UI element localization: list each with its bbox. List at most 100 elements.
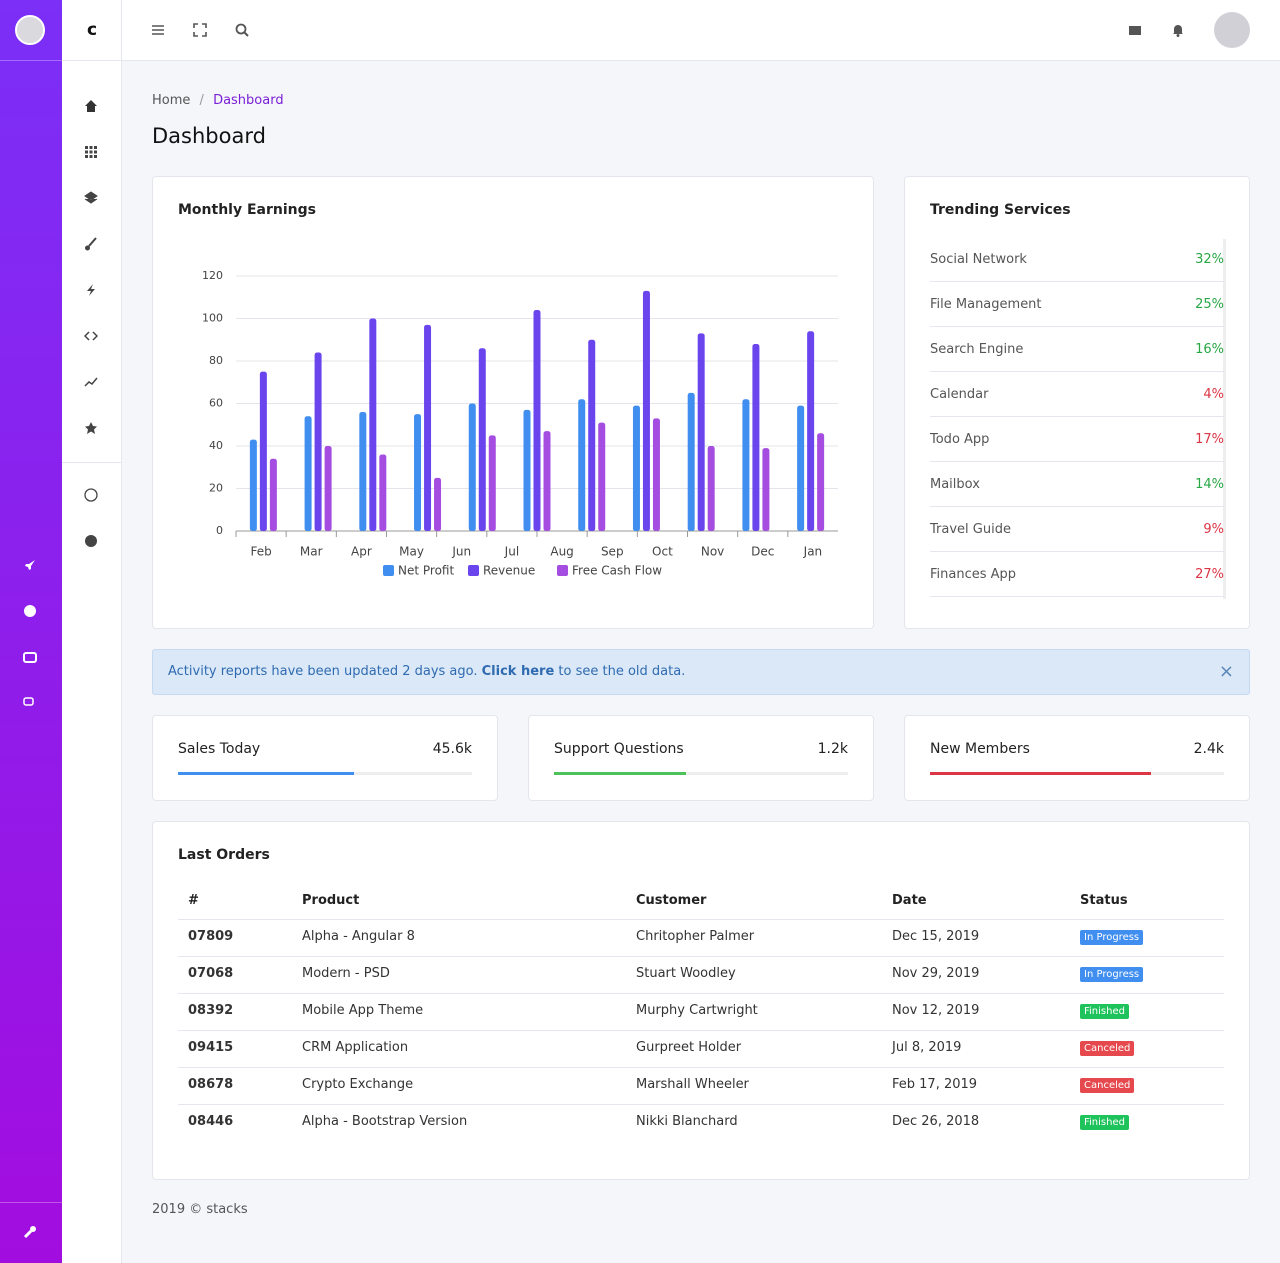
- legend-label: Free Cash Flow: [572, 564, 662, 578]
- x-tick-label: Aug: [550, 545, 573, 559]
- code-icon[interactable]: [84, 329, 98, 343]
- footer: 2019 © stacks: [152, 1202, 248, 1217]
- order-cell: Marshall Wheeler: [636, 1077, 749, 1092]
- service-value: 16%: [1195, 342, 1224, 357]
- chat-icon[interactable]: [23, 696, 37, 710]
- row-divider: [178, 956, 1224, 957]
- service-name: File Management: [930, 297, 1042, 312]
- inbox-icon[interactable]: [23, 650, 37, 664]
- order-cell: Modern - PSD: [302, 966, 390, 981]
- service-row: Travel Guide 9%: [930, 507, 1224, 552]
- layers-icon[interactable]: [84, 191, 98, 205]
- mail-icon[interactable]: [1128, 23, 1142, 37]
- stat-title: Support Questions: [554, 741, 684, 757]
- progress-track: [554, 772, 848, 775]
- order-id: 07068: [188, 966, 234, 981]
- brush-icon[interactable]: [84, 237, 98, 251]
- order-cell: Crypto Exchange: [302, 1077, 414, 1092]
- row-divider: [178, 919, 1224, 920]
- service-name: Finances App: [930, 567, 1017, 582]
- stat-value: 2.4k: [1193, 741, 1224, 757]
- stat-card: Sales Today 45.6k: [152, 715, 498, 801]
- y-tick-label: 60: [209, 397, 223, 410]
- x-tick-label: May: [399, 545, 424, 559]
- bar: [324, 446, 332, 531]
- bar: [259, 371, 267, 531]
- star-icon[interactable]: [84, 421, 98, 435]
- column-header: Date: [892, 893, 927, 908]
- breadcrumb-link[interactable]: Home: [152, 93, 191, 108]
- alert-link[interactable]: Click here: [481, 664, 555, 679]
- bar: [752, 344, 760, 531]
- progress-bar: [178, 772, 355, 775]
- avatar[interactable]: [15, 15, 45, 45]
- service-row: Finances App 27%: [930, 552, 1224, 597]
- y-tick-label: 0: [216, 524, 223, 537]
- x-tick-label: Sep: [601, 545, 624, 559]
- order-id: 07809: [188, 929, 234, 944]
- x-tick-label: Nov: [701, 545, 724, 559]
- order-cell: Nov 12, 2019: [892, 1003, 980, 1018]
- bar: [359, 412, 367, 531]
- apps-icon[interactable]: [84, 145, 98, 159]
- chart: Monthly Earnings 0 20 40 60 80 100 120 Feb Mar Ap…: [178, 202, 838, 578]
- menu-icon[interactable]: [151, 23, 165, 37]
- rocket-icon[interactable]: [23, 558, 37, 572]
- divider: [0, 60, 62, 61]
- logo[interactable]: c: [62, 0, 122, 61]
- row-divider: [178, 1030, 1224, 1031]
- orders-card: Last Orders # Product Customer Date Status 07…: [152, 821, 1250, 1180]
- scrollbar: [1223, 239, 1226, 599]
- x-tick-label: Oct: [652, 545, 673, 559]
- help-icon[interactable]: [84, 488, 98, 502]
- service-value: 14%: [1195, 477, 1224, 492]
- bar: [369, 318, 377, 531]
- bar: [478, 348, 486, 531]
- y-tick-label: 120: [202, 269, 223, 282]
- order-cell: Nikki Blanchard: [636, 1114, 738, 1129]
- x-tick-label: Jun: [451, 545, 471, 559]
- bar: [807, 331, 815, 531]
- chart-card: Monthly Earnings 0 20 40 60 80 100 120 Feb Mar Ap…: [152, 176, 874, 629]
- bar: [642, 290, 650, 531]
- fullscreen-icon[interactable]: [193, 23, 207, 37]
- globe-icon[interactable]: [84, 534, 98, 548]
- chart-icon[interactable]: [84, 375, 98, 389]
- bell-icon[interactable]: [1171, 23, 1185, 37]
- bar: [314, 352, 322, 531]
- alert-close[interactable]: ×: [1218, 661, 1234, 682]
- legend-swatch: [557, 565, 568, 576]
- bolt-icon[interactable]: [84, 283, 98, 297]
- alert-text: Activity reports have been updated 2 day…: [168, 664, 478, 679]
- order-cell: Alpha - Angular 8: [302, 929, 415, 944]
- user-avatar[interactable]: [1214, 12, 1250, 48]
- progress-bar: [930, 772, 1151, 775]
- home-icon[interactable]: [84, 99, 98, 113]
- bar: [533, 310, 541, 531]
- order-cell: Stuart Woodley: [636, 966, 736, 981]
- x-tick-label: Feb: [250, 545, 271, 559]
- sidebar: [0, 0, 62, 1263]
- service-value: 9%: [1203, 522, 1224, 537]
- divider: [0, 1202, 62, 1203]
- stat-title: Sales Today: [178, 741, 261, 757]
- legend-swatch: [383, 565, 394, 576]
- y-tick-label: 20: [209, 482, 223, 495]
- bar: [697, 333, 705, 531]
- chart-title: Monthly Earnings: [178, 202, 316, 218]
- alert-text: to see the old data.: [558, 664, 686, 679]
- y-tick-label: 100: [202, 312, 223, 325]
- service-row: Social Network 32%: [930, 237, 1224, 282]
- bar: [652, 418, 660, 531]
- bar: [379, 454, 387, 531]
- bar: [249, 439, 257, 531]
- bar: [687, 392, 695, 531]
- search-icon[interactable]: [235, 23, 249, 37]
- wrench-icon[interactable]: [23, 1225, 37, 1239]
- order-cell: Murphy Cartwright: [636, 1003, 758, 1018]
- card-title: Trending Services: [930, 202, 1071, 218]
- globe-icon[interactable]: [23, 604, 37, 618]
- order-id: 09415: [188, 1040, 234, 1055]
